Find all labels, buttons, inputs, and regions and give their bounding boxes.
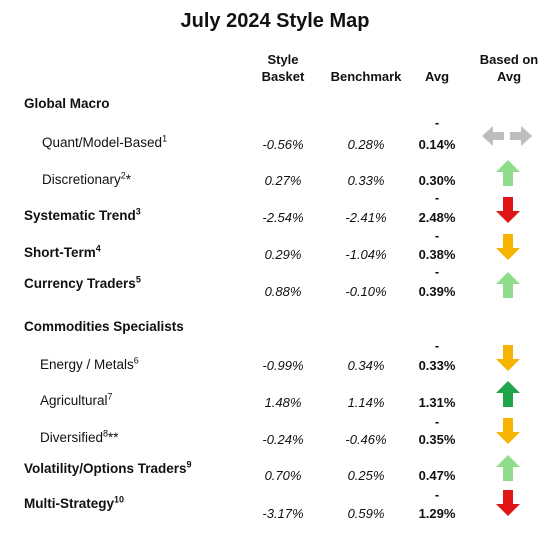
light-green-up-arrow-icon [496, 160, 520, 186]
benchmark-value-multi-strategy: 0.59% [347, 506, 385, 521]
benchmark-value-short-term: -1.04% [345, 247, 387, 262]
avg-value-energy-metals: 0.33% [418, 358, 456, 373]
avg-value-quant: 0.14% [418, 137, 456, 152]
benchmark-value-agricultural: 1.14% [347, 395, 385, 410]
red-down-arrow-icon [496, 490, 520, 516]
dark-green-up-arrow-icon [496, 381, 520, 407]
row-label-short-term: Short-Term4 [24, 243, 101, 260]
row-label-diversified: Diversified8** [40, 428, 119, 445]
avg-value-multi-strategy: 1.29% [418, 506, 456, 521]
header-avg: Avg [424, 69, 450, 84]
avg-value-currency-traders: 0.39% [418, 284, 456, 299]
basket-value-short-term: 0.29% [264, 247, 302, 262]
header-style-basket: Style Basket [261, 52, 305, 84]
avg-dash-systematic-trend: - [434, 190, 440, 205]
avg-dash-diversified: - [434, 414, 440, 429]
basket-value-systematic-trend: -2.54% [262, 210, 304, 225]
basket-value-discretionary: 0.27% [264, 173, 302, 188]
avg-dash-currency-traders: - [434, 264, 440, 279]
basket-value-diversified: -0.24% [262, 432, 304, 447]
benchmark-value-discretionary: 0.33% [347, 173, 385, 188]
basket-value-quant: -0.56% [262, 137, 304, 152]
avg-dash-quant: - [434, 115, 440, 130]
benchmark-value-energy-metals: 0.34% [347, 358, 385, 373]
orange-down-arrow-icon [496, 345, 520, 371]
avg-dash-energy-metals: - [434, 338, 440, 353]
avg-value-short-term: 0.38% [418, 247, 456, 262]
section-label-commodities-specialists: Commodities Specialists [24, 319, 184, 334]
row-label-energy-metals: Energy / Metals6 [40, 355, 139, 372]
light-green-up-arrow-icon [496, 272, 520, 298]
row-label-volatility-options-traders: Volatility/Options Traders9 [24, 459, 192, 476]
orange-down-arrow-icon [496, 234, 520, 260]
header-benchmark: Benchmark [330, 69, 402, 84]
benchmark-value-diversified: -0.46% [345, 432, 387, 447]
benchmark-value-currency-traders: -0.10% [345, 284, 387, 299]
avg-value-agricultural: 1.31% [418, 395, 456, 410]
benchmark-value-volatility-options: 0.25% [347, 468, 385, 483]
avg-value-systematic-trend: 2.48% [418, 210, 456, 225]
section-label-global-macro: Global Macro [24, 96, 110, 111]
benchmark-value-quant: 0.28% [347, 137, 385, 152]
avg-dash-multi-strategy: - [434, 487, 440, 502]
basket-value-volatility-options: 0.70% [264, 468, 302, 483]
benchmark-value-systematic-trend: -2.41% [345, 210, 387, 225]
red-down-arrow-icon [496, 197, 520, 223]
row-label-currency-traders: Currency Traders5 [24, 274, 141, 291]
row-label-quant: Quant/Model-Based1 [42, 133, 168, 150]
basket-value-agricultural: 1.48% [264, 395, 302, 410]
avg-value-discretionary: 0.30% [418, 173, 456, 188]
row-label-systematic-trend: Systematic Trend3 [24, 206, 141, 223]
row-label-agricultural: Agricultural7 [40, 391, 113, 408]
header-based-on-avg: Based on Avg [479, 52, 539, 84]
row-label-discretionary: Discretionary2* [42, 170, 132, 187]
row-label-multi-strategy: Multi-Strategy10 [24, 494, 125, 511]
avg-dash-short-term: - [434, 228, 440, 243]
orange-down-arrow-icon [496, 418, 520, 444]
basket-value-energy-metals: -0.99% [262, 358, 304, 373]
avg-value-diversified: 0.35% [418, 432, 456, 447]
avg-value-volatility-options: 0.47% [418, 468, 456, 483]
gray-left-right-icon [482, 124, 532, 148]
light-green-up-arrow-icon [496, 455, 520, 481]
basket-value-currency-traders: 0.88% [264, 284, 302, 299]
page-title: July 2024 Style Map [180, 10, 370, 32]
basket-value-multi-strategy: -3.17% [262, 506, 304, 521]
